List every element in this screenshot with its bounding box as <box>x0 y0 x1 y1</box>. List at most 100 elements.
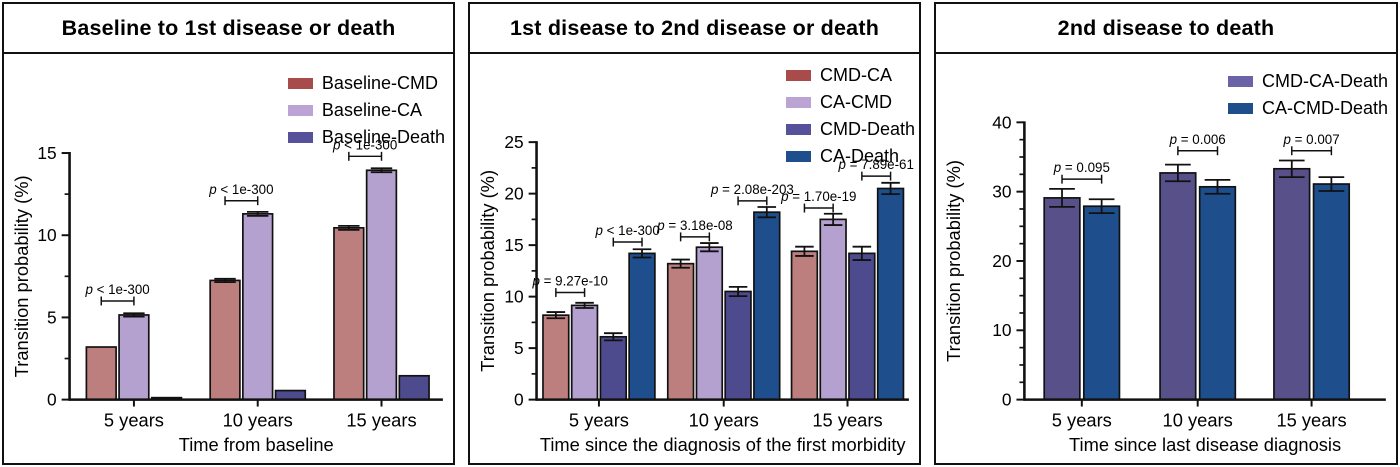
y-tick-label: 5 <box>47 307 57 327</box>
x-tick-label: 15 years <box>812 409 882 430</box>
bar <box>570 304 599 401</box>
bar <box>599 335 628 401</box>
bar <box>819 218 847 401</box>
bar-chart-second-to-death: p = 0.095 p = 0.006 p = 0.007 0 10 20 30 40 5 ye… <box>943 112 1386 455</box>
legend-item: CMD-CA-Death <box>1227 68 1388 95</box>
legend-swatch <box>1227 76 1253 87</box>
p-value-label: p = 0.007 <box>1283 132 1340 147</box>
legend-label: CA-CMD-Death <box>1261 98 1388 118</box>
legend-label: Baseline-CMD <box>321 73 438 93</box>
bar <box>118 314 150 401</box>
bar <box>628 252 656 401</box>
significance-bracket <box>348 151 383 161</box>
error-bar <box>700 242 719 253</box>
p-value-label: p < 1e-300 <box>332 137 397 152</box>
error-bar <box>852 245 872 261</box>
significance-bracket <box>224 196 259 206</box>
significance-bracket <box>100 296 135 306</box>
bar <box>1312 183 1351 401</box>
panel-first-to-second-disease: 1st disease to 2nd disease or death p = … <box>468 2 921 465</box>
panel-title: Baseline to 1st disease or death <box>4 4 453 54</box>
x-tick-label: 15 years <box>1276 409 1346 430</box>
bar <box>666 262 695 401</box>
y-tick-label: 30 <box>992 182 1011 202</box>
x-tick-label: 10 years <box>689 409 759 430</box>
error-bar <box>757 206 777 219</box>
x-tick-label: 10 years <box>223 409 293 430</box>
legend-item: CA-CMD-Death <box>1227 95 1388 122</box>
legend-swatch <box>287 78 313 89</box>
bar-chart-baseline: p < 1e-300 p < 1e-300 p < 1e-300 0 5 10 15 5 ye… <box>11 137 443 455</box>
error-bar <box>214 277 236 283</box>
p-value-label: p < 1e-300 <box>84 282 149 297</box>
p-value-label: p = 0.006 <box>1169 132 1226 147</box>
error-bar <box>1318 176 1345 192</box>
panel-body: p = 0.095 p = 0.006 p = 0.007 0 10 20 30 40 5 ye… <box>936 54 1396 463</box>
x-tick-label: 15 years <box>346 409 416 430</box>
legend-swatch <box>785 97 811 108</box>
bar <box>1043 197 1081 401</box>
y-tick-label: 5 <box>514 338 524 358</box>
y-tick-label: 0 <box>1002 390 1012 410</box>
error-bar <box>546 311 566 320</box>
bar <box>753 211 781 401</box>
x-axis-title: Time since the diagnosis of the first mo… <box>540 434 907 455</box>
legend-label: CA-CMD <box>819 92 892 112</box>
legend-item: CA-CMD <box>785 89 915 116</box>
x-tick-label: 5 years <box>1052 409 1112 430</box>
significance-bracket <box>555 288 586 297</box>
y-tick-label: 15 <box>504 235 523 255</box>
significance-bracket <box>612 237 643 247</box>
legend: CMD-CA CA-CMD CMD-Death CA-Death <box>785 62 915 170</box>
axes <box>1023 121 1386 401</box>
legend-label: Baseline-Death <box>321 127 445 147</box>
p-value-label: p < 1e-300 <box>595 223 660 238</box>
x-tick-label: 5 years <box>569 409 629 430</box>
bar <box>274 389 307 401</box>
legend: Baseline-CMD Baseline-CA Baseline-Death <box>287 70 445 151</box>
p-value-label: p = 7.89e-61 <box>838 157 914 172</box>
y-tick-label: 25 <box>504 132 523 152</box>
x-tick-label: 10 years <box>1163 409 1233 430</box>
significance-bracket <box>861 171 892 181</box>
y-tick-label: 40 <box>992 112 1011 132</box>
panel-title: 1st disease to 2nd disease or death <box>470 4 919 54</box>
bar <box>695 246 724 401</box>
significance-bracket <box>679 232 711 242</box>
error-bar <box>671 258 690 269</box>
legend: CMD-CA-Death CA-CMD-Death <box>1227 68 1388 122</box>
error-bar <box>823 212 843 226</box>
y-tick-label: 10 <box>37 225 56 245</box>
legend-swatch <box>287 105 313 116</box>
y-tick-label: 10 <box>992 320 1011 340</box>
legend-label: CMD-CA-Death <box>1261 71 1388 91</box>
legend-item: Baseline-CMD <box>287 70 445 97</box>
panel-second-disease-to-death: 2nd disease to death p = 0.095 p = 0.006 p… <box>934 2 1398 465</box>
significance-bracket <box>1177 146 1219 156</box>
bar <box>365 169 398 401</box>
y-tick-label: 10 <box>504 287 523 307</box>
p-value-label: p = 0.095 <box>1053 160 1110 175</box>
y-axis-title: Transition probability (%) <box>11 175 32 377</box>
y-axis-title: Transition probability (%) <box>943 160 964 362</box>
x-axis-title: Time from baseline <box>179 434 334 455</box>
y-tick-label: 20 <box>992 251 1011 271</box>
bar <box>1082 205 1121 401</box>
bar <box>333 226 365 401</box>
bar <box>209 279 241 401</box>
legend-item: CMD-CA <box>785 62 915 89</box>
error-bar <box>338 224 360 231</box>
panel-body: p < 1e-300 p < 1e-300 p < 1e-300 0 5 10 15 5 ye… <box>4 54 453 463</box>
legend-swatch <box>287 132 313 143</box>
error-bar <box>1088 198 1115 215</box>
bar <box>790 250 819 401</box>
error-bar <box>370 167 393 174</box>
error-bar <box>1165 163 1191 183</box>
legend-item: CMD-Death <box>785 116 915 143</box>
y-tick-label: 20 <box>504 184 523 204</box>
bar <box>242 213 274 401</box>
error-bar <box>881 181 900 196</box>
legend-label: CMD-Death <box>819 119 915 139</box>
